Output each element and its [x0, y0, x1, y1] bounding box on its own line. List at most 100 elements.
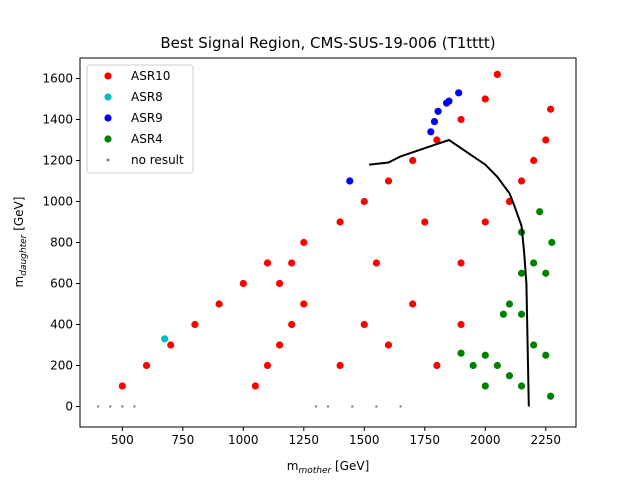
data-point-asr10: [433, 136, 441, 144]
data-point-asr4: [505, 372, 514, 380]
data-point-no-result: [133, 405, 136, 408]
x-tick-label: 1000: [228, 433, 259, 447]
legend-label: no result: [131, 153, 184, 167]
data-point-no-result: [350, 405, 354, 408]
legend-label: ASR9: [131, 111, 163, 125]
x-tick-label: 750: [171, 433, 194, 447]
data-point-asr4: [505, 300, 514, 308]
data-point-no-result: [121, 405, 124, 408]
data-point-asr10: [409, 300, 417, 308]
data-point-asr4: [517, 310, 526, 318]
y-tick-label: 1000: [42, 195, 73, 209]
legend-marker: [104, 72, 112, 80]
x-tick-label: 1500: [349, 433, 380, 447]
y-tick-label: 1600: [42, 72, 73, 86]
legend-marker: [104, 93, 112, 101]
data-point-asr4: [469, 361, 477, 370]
data-point-asr10: [263, 361, 272, 370]
data-point-asr4: [546, 392, 555, 400]
data-point-asr4: [548, 238, 556, 247]
data-point-no-result: [109, 405, 112, 408]
data-point-asr4: [530, 259, 538, 267]
scatter-points: [96, 70, 556, 408]
data-point-asr10: [384, 177, 393, 185]
y-tick-label: 200: [50, 359, 73, 373]
data-point-asr10: [336, 218, 344, 226]
data-point-asr9: [445, 97, 453, 105]
data-point-asr10: [457, 115, 465, 124]
data-point-asr4: [481, 351, 489, 359]
data-point-asr4: [493, 361, 501, 370]
x-axis-ticks: 500 750 1000 1250 1500 1750 2000 2250: [111, 427, 561, 447]
data-point-no-result: [399, 405, 402, 408]
data-point-asr4: [457, 349, 465, 357]
data-point-no-result: [326, 405, 330, 408]
data-point-asr10: [276, 279, 284, 288]
data-point-asr10: [142, 361, 151, 370]
chart-title: Best Signal Region, CMS-SUS-19-006 (T1tt…: [160, 34, 495, 52]
data-point-asr9: [430, 117, 439, 126]
y-tick-label: 600: [50, 277, 73, 291]
data-point-asr10: [300, 300, 308, 308]
data-point-no-result: [96, 405, 100, 408]
data-point-asr4: [530, 341, 538, 349]
data-point-asr10: [215, 300, 223, 308]
data-point-asr10: [288, 259, 296, 267]
data-point-asr10: [546, 105, 555, 113]
data-point-no-result: [375, 405, 378, 408]
data-point-asr10: [300, 238, 308, 247]
data-point-asr10: [384, 341, 393, 349]
data-point-asr10: [517, 177, 526, 185]
data-point-asr9: [434, 107, 442, 115]
data-point-asr10: [481, 218, 489, 226]
legend-box: [86, 64, 194, 174]
data-point-asr9: [455, 89, 463, 97]
x-tick-label: 1750: [410, 433, 441, 447]
data-point-asr10: [336, 361, 344, 370]
data-point-asr9: [346, 177, 354, 185]
data-point-asr10: [433, 361, 441, 370]
data-point-asr4: [481, 382, 489, 390]
y-tick-label: 1200: [42, 154, 73, 168]
y-tick-label: 1400: [42, 113, 73, 127]
x-tick-label: 2000: [470, 433, 501, 447]
data-point-asr4: [517, 382, 526, 390]
legend-label: ASR4: [131, 132, 163, 146]
data-point-asr10: [542, 136, 550, 144]
data-point-asr10: [239, 279, 247, 288]
x-tick-label: 2250: [530, 433, 561, 447]
legend-label: ASR8: [131, 90, 163, 104]
y-axis-ticks: 0 200 400 600 800 1000 1200 1400 1600: [42, 72, 80, 414]
data-point-asr9: [427, 128, 435, 136]
x-tick-label: 500: [111, 433, 134, 447]
data-point-asr10: [372, 259, 380, 267]
data-point-asr10: [457, 259, 465, 267]
data-point-asr10: [493, 70, 501, 78]
y-axis-label: mdaughter [GeV]: [12, 197, 29, 288]
data-point-asr4: [542, 351, 550, 359]
data-point-asr10: [276, 341, 284, 349]
data-point-asr10: [288, 320, 296, 329]
data-point-asr10: [263, 259, 272, 267]
data-point-asr4: [499, 310, 508, 318]
legend-marker: [104, 135, 112, 143]
legend-marker: [104, 114, 112, 122]
y-tick-label: 800: [50, 236, 73, 250]
data-point-asr10: [360, 197, 368, 206]
y-tick-label: 400: [50, 318, 73, 332]
data-point-asr10: [409, 156, 417, 165]
data-point-asr10: [457, 320, 465, 329]
x-tick-label: 1250: [289, 433, 320, 447]
data-point-asr10: [481, 95, 489, 103]
exclusion-curve: [369, 138, 530, 407]
data-point-asr10: [191, 320, 199, 329]
data-point-asr10: [360, 320, 368, 329]
data-point-asr4: [517, 269, 526, 277]
data-point-asr10: [167, 341, 175, 349]
data-point-asr4: [542, 269, 550, 277]
data-point-no-result: [314, 405, 318, 408]
legend-label: ASR10: [131, 69, 170, 83]
data-point-asr8: [161, 335, 169, 343]
y-tick-label: 0: [65, 400, 73, 414]
